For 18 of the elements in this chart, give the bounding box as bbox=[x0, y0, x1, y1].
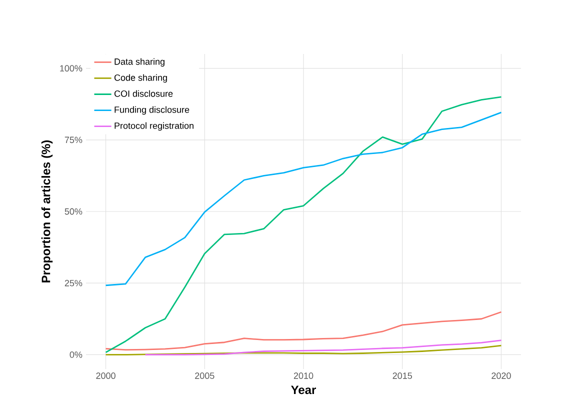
y-axis-title: Proportion of articles (%) bbox=[41, 140, 53, 282]
y-tick-label: 50% bbox=[64, 208, 82, 215]
legend-label: Code sharing bbox=[114, 74, 167, 83]
x-tick-label: 2000 bbox=[96, 372, 116, 379]
legend-label: Funding disclosure bbox=[114, 106, 190, 115]
legend-label: COI disclosure bbox=[114, 90, 173, 97]
x-tick-label: 2020 bbox=[492, 372, 511, 379]
x-tick-label: 2010 bbox=[294, 372, 314, 379]
legend-label: Data sharing bbox=[114, 58, 164, 67]
x-tick-label: 2005 bbox=[195, 372, 214, 379]
legend-label: Protocol registration bbox=[114, 122, 194, 131]
y-tick-label: 100% bbox=[60, 65, 82, 72]
line-series bbox=[105, 96, 502, 354]
x-tick-label: 2015 bbox=[392, 372, 412, 379]
y-tick-label: 0% bbox=[70, 351, 82, 358]
y-tick-label: 75% bbox=[64, 136, 82, 144]
x-axis-title: Year bbox=[291, 386, 316, 394]
y-tick-label: 25% bbox=[64, 280, 82, 286]
